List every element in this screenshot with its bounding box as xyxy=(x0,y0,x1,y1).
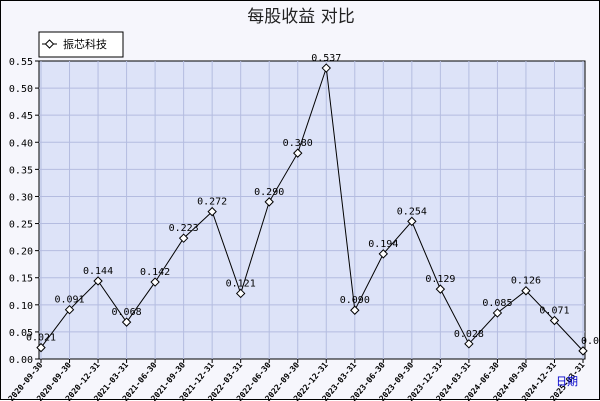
data-markers xyxy=(36,63,588,356)
chart-title: 每股收益 对比 xyxy=(247,7,354,27)
data-label: 0.272 xyxy=(197,197,227,208)
data-point xyxy=(235,288,246,299)
data-label: 0.028 xyxy=(454,329,484,340)
data-point xyxy=(264,197,274,207)
data-label: 0.142 xyxy=(140,267,170,278)
data-point xyxy=(407,216,417,227)
data-point xyxy=(36,342,46,353)
data-point xyxy=(492,308,503,318)
y-tick-label: 0.50 xyxy=(9,84,33,95)
y-tick-label: 0.15 xyxy=(9,274,33,285)
y-tick-label: 0.45 xyxy=(9,111,33,122)
y-tick-label: 0.55 xyxy=(9,57,33,68)
data-point xyxy=(435,284,446,294)
data-label: 0.071 xyxy=(539,306,569,317)
data-point xyxy=(321,63,331,73)
data-point xyxy=(378,249,389,259)
data-label: 0.254 xyxy=(397,206,427,217)
data-label: 0.194 xyxy=(368,239,398,250)
y-tick-label: 0.25 xyxy=(9,220,33,231)
data-label: 0.129 xyxy=(425,274,455,285)
data-label: 0.144 xyxy=(83,266,113,277)
data-label: 0.068 xyxy=(112,307,142,318)
data-label: 0.380 xyxy=(283,138,313,149)
y-tick-label: 0.10 xyxy=(9,301,33,312)
legend-diamond-icon xyxy=(44,39,55,49)
data-point xyxy=(350,305,360,315)
data-point xyxy=(549,315,560,326)
data-point xyxy=(464,339,474,349)
y-axis: 0.00 0.05 0.10 0.15 0.20 0.25 0.30 0.35 0.40 0.45… xyxy=(9,57,39,366)
data-label: 0.015 xyxy=(581,336,600,347)
data-point xyxy=(93,276,103,286)
data-point xyxy=(293,148,303,158)
grid-lines xyxy=(39,61,585,359)
data-label: 0.021 xyxy=(26,333,56,344)
x-axis-label: 日期 xyxy=(556,375,578,388)
data-label: 0.290 xyxy=(254,187,284,198)
data-point xyxy=(121,317,132,327)
data-point xyxy=(150,277,160,287)
data-label: 0.090 xyxy=(340,295,370,306)
y-tick-label: 0.40 xyxy=(9,138,33,149)
data-point xyxy=(178,233,189,243)
series-line xyxy=(40,67,584,352)
data-point xyxy=(207,206,217,217)
data-label: 0.091 xyxy=(54,295,84,306)
y-tick-label: 0.35 xyxy=(9,165,33,176)
data-label: 0.223 xyxy=(169,223,199,234)
data-point xyxy=(64,304,75,315)
data-label: 0.121 xyxy=(226,278,256,289)
data-label: 0.537 xyxy=(311,53,341,64)
y-tick-label: 0.00 xyxy=(9,355,33,366)
legend-entry: 振芯科技 xyxy=(63,37,107,51)
legend: 振芯科技 xyxy=(38,31,124,58)
data-label: 0.085 xyxy=(482,298,512,309)
data-point xyxy=(521,286,531,296)
y-tick-label: 0.20 xyxy=(9,247,33,258)
data-point xyxy=(578,346,588,356)
x-axis: 2020-09-302020-09-302020-12-312021-03-31… xyxy=(7,359,587,401)
data-label: 0.126 xyxy=(511,276,541,287)
y-tick-label: 0.30 xyxy=(9,192,33,203)
data-labels: 0.021 0.091 0.144 0.068 0.142 0.223 0.272 0.121… xyxy=(26,53,600,347)
y-tick-label: 0.05 xyxy=(9,328,33,339)
